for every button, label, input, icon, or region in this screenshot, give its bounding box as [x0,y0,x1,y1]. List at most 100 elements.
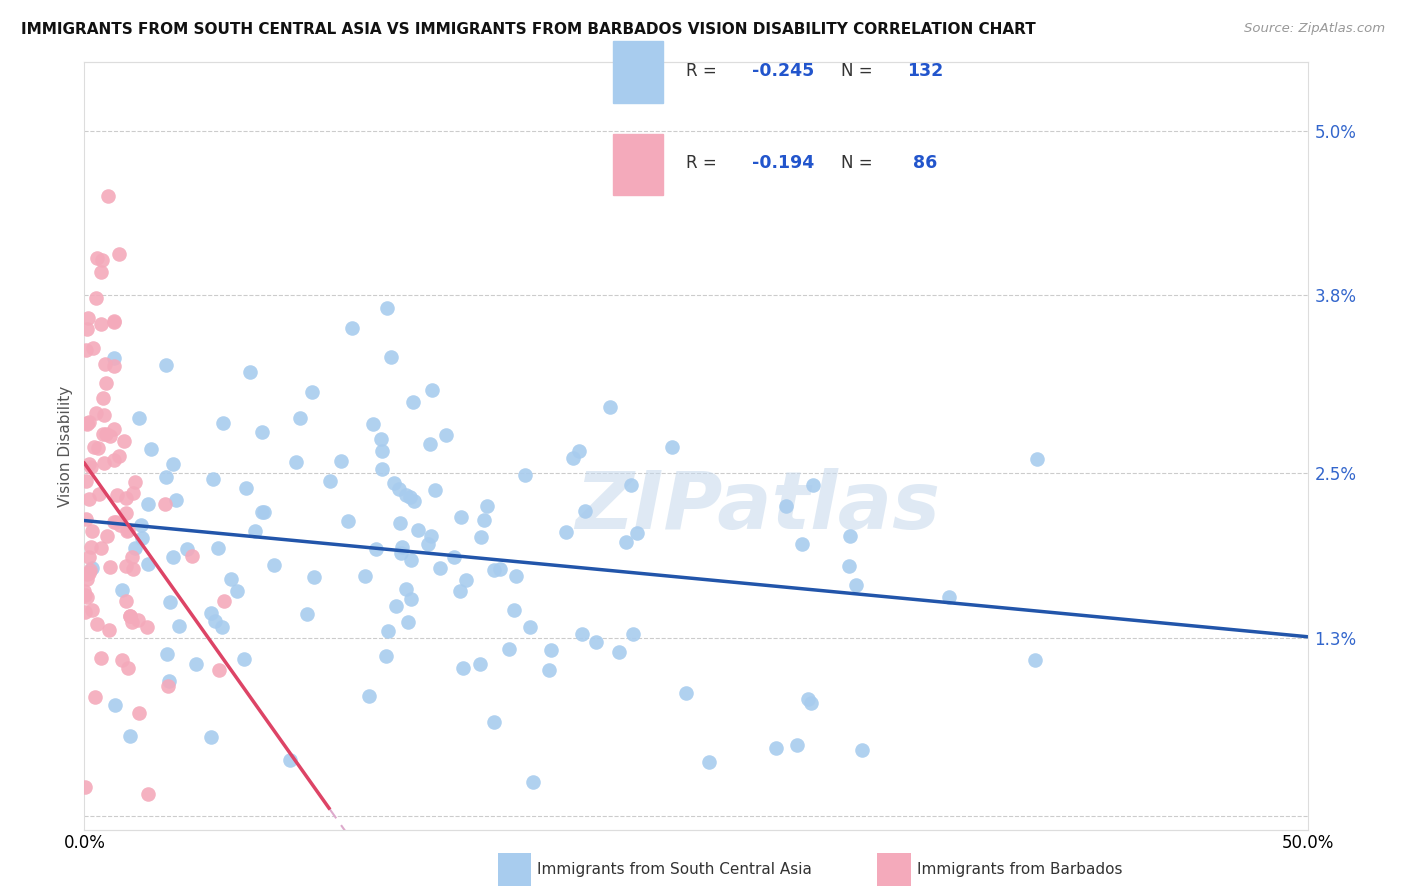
Point [103,359,125,373]
Text: Source: ZipAtlas.com: Source: ZipAtlas.com [1244,22,1385,36]
Point [80,524,103,539]
Point [76,322,98,336]
Point [540,643,562,657]
Point [165,492,187,507]
Point [235,481,257,495]
Point [399,490,422,504]
Point [505,569,527,583]
Point [128,706,150,720]
Point [661,440,683,454]
Point [765,741,787,756]
Point [302,570,325,584]
Point [91,391,114,405]
Point [103,315,125,329]
Point [122,485,145,500]
Point [131,531,153,545]
Point [482,714,505,729]
Point [418,537,440,551]
Point [252,425,274,439]
Point [117,523,139,537]
Point [470,530,492,544]
Point [318,474,340,488]
Point [103,351,125,365]
Point [131,517,153,532]
Point [136,620,159,634]
Point [76,566,98,581]
Point [121,615,143,629]
Point [73,588,96,602]
Point [105,487,128,501]
Point [153,498,176,512]
Point [839,529,862,543]
Point [675,685,697,699]
Bar [613,134,664,195]
Point [128,411,150,425]
Point [87,486,110,500]
Point [385,599,408,614]
Point [82,341,104,355]
Point [599,400,621,414]
Point [94,426,117,441]
Point [93,408,115,422]
Point [212,593,235,607]
Point [371,443,394,458]
Point [115,559,138,574]
Point [468,657,491,672]
Point [301,384,323,399]
Point [450,510,472,524]
Point [176,542,198,557]
Point [801,478,824,492]
Point [122,562,145,576]
Point [107,247,129,261]
Point [104,698,127,712]
Point [103,313,125,327]
Point [73,780,96,794]
Point [207,541,229,555]
Point [297,607,319,621]
Point [626,525,648,540]
Point [614,535,637,549]
Text: R =: R = [686,154,723,172]
Point [574,503,596,517]
Point [115,491,138,505]
Point [585,634,607,648]
Point [98,560,121,574]
Point [94,376,117,390]
Text: ZIPatlas: ZIPatlas [575,468,939,547]
Point [697,755,720,769]
Point [375,301,398,315]
Point [537,664,560,678]
Point [571,627,593,641]
Point [83,440,105,454]
Point [76,572,98,586]
Point [75,343,97,357]
Point [211,620,233,634]
Point [361,417,384,431]
Point [620,478,643,492]
Point [127,614,149,628]
Point [156,648,179,662]
Point [522,775,544,789]
Point [136,497,159,511]
Text: IMMIGRANTS FROM SOUTH CENTRAL ASIA VS IMMIGRANTS FROM BARBADOS VISION DISABILITY: IMMIGRANTS FROM SOUTH CENTRAL ASIA VS IM… [21,22,1036,37]
Point [201,472,224,486]
Point [225,583,247,598]
Point [91,427,114,442]
Point [75,605,97,619]
Point [790,537,813,551]
Point [239,365,262,379]
Point [155,469,177,483]
Point [389,516,412,531]
Point [388,482,411,496]
Text: R =: R = [686,62,723,80]
Point [76,417,98,432]
Point [434,428,457,442]
Point [374,648,396,663]
Point [278,753,301,767]
Text: -0.245: -0.245 [752,62,814,80]
Point [408,523,430,537]
Point [86,406,108,420]
Point [111,652,134,666]
Point [797,692,820,706]
Point [219,572,242,586]
